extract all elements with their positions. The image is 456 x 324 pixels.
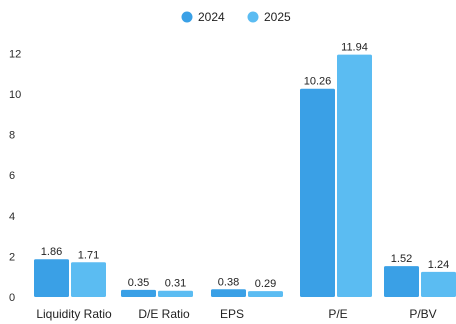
y-tick-label: 0 — [9, 292, 15, 304]
y-tick-label: 10 — [9, 89, 21, 101]
data-label-2024-3: 10.26 — [304, 76, 332, 88]
data-label-2025-3: 11.94 — [341, 42, 368, 54]
legend: 2024 2025 — [181, 10, 291, 24]
bar-2024-3 — [300, 88, 335, 297]
y-axis: 0 2 4 6 8 10 12 — [9, 48, 21, 304]
bar-2024-1 — [121, 289, 156, 297]
bar-2025-4 — [421, 271, 456, 297]
bar-2024-0 — [34, 259, 69, 297]
y-tick-label: 4 — [9, 211, 15, 223]
x-category-label: D/E Ratio — [138, 307, 190, 321]
bar-2025-3 — [337, 54, 372, 298]
data-label-2025-2: 0.29 — [255, 278, 276, 290]
data-label-2025-0: 1.71 — [78, 249, 99, 261]
y-tick-label: 12 — [9, 48, 21, 60]
data-label-2024-0: 1.86 — [41, 246, 62, 258]
legend-swatch-2025 — [247, 11, 259, 23]
bar-2025-1 — [158, 290, 193, 297]
legend-swatch-2024 — [181, 11, 193, 23]
x-category-label: EPS — [220, 307, 244, 321]
legend-label-2025: 2025 — [264, 10, 291, 24]
data-label-2024-4: 1.52 — [391, 253, 412, 265]
x-axis: Liquidity Ratio D/E Ratio EPS P/E P/BV — [36, 307, 436, 321]
data-label-2025-1: 0.31 — [165, 278, 186, 290]
x-category-label: Liquidity Ratio — [36, 307, 112, 321]
data-labels: 1.86 1.71 0.35 0.31 0.38 0.29 10.26 11.94 1.52 1.… — [41, 42, 449, 290]
data-label-2025-4: 1.24 — [428, 259, 449, 271]
data-label-2024-1: 0.35 — [128, 277, 149, 289]
legend-label-2024: 2024 — [198, 10, 225, 24]
bar-2024-2 — [211, 289, 246, 297]
bar-2025-2 — [248, 291, 283, 297]
y-tick-label: 6 — [9, 170, 15, 182]
y-tick-label: 8 — [9, 130, 15, 142]
data-label-2024-2: 0.38 — [218, 276, 239, 288]
x-category-label: P/E — [328, 307, 347, 321]
bars — [34, 54, 456, 298]
y-tick-label: 2 — [9, 251, 15, 263]
bar-2024-4 — [384, 266, 419, 297]
bar-2025-0 — [71, 262, 106, 297]
x-category-label: P/BV — [409, 307, 436, 321]
